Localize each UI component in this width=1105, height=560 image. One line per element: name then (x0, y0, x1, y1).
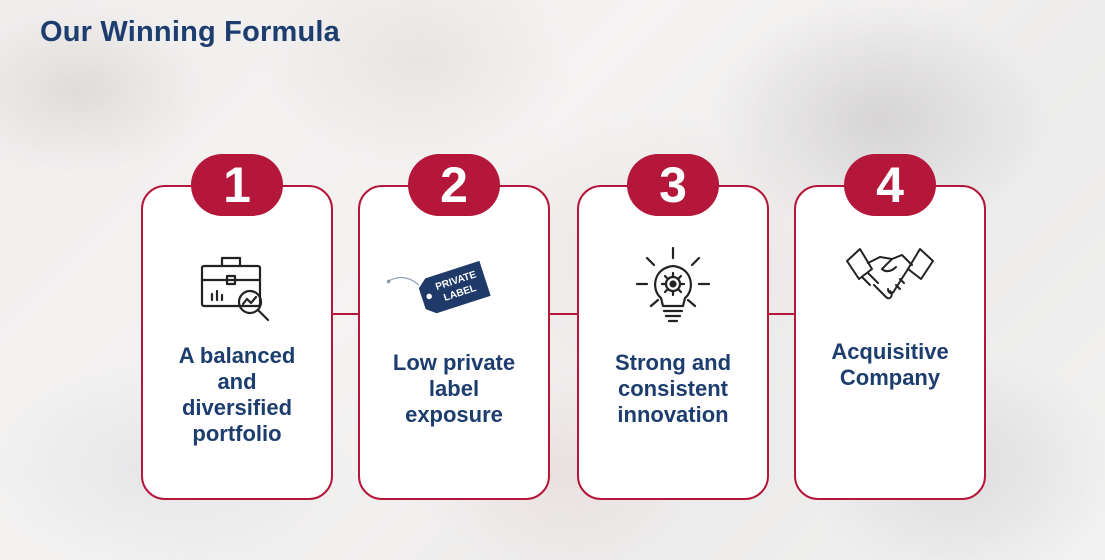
connector-line (175, 313, 935, 315)
private-label-tag-icon: PRIVATE LABEL (384, 245, 494, 327)
step-number-badge: 3 (627, 154, 719, 216)
card-label-line: Company (839, 365, 941, 390)
card-label-line: portfolio (192, 421, 282, 446)
card-label-line: innovation (617, 402, 729, 427)
card-label-line: Acquisitive (831, 339, 949, 364)
card-label-line: consistent (617, 376, 729, 401)
formula-card-1: 1 A balanced and diversified portfolio (141, 154, 333, 500)
card-label-line: and (217, 369, 257, 394)
card-label-line: exposure (405, 402, 503, 427)
card-label-line: diversified (181, 395, 293, 420)
card-label-line: label (428, 376, 480, 401)
card-label: Low private label exposure (366, 350, 542, 428)
card-label-line: Low private (392, 350, 516, 375)
card-label-line: A balanced (178, 343, 296, 368)
briefcase-analytics-icon (182, 245, 292, 327)
formula-card-4: 4 Acquisitive Company (794, 154, 986, 500)
lightbulb-gear-icon (618, 245, 728, 327)
card-label: Acquisitive Company (802, 339, 978, 391)
step-number-badge: 4 (844, 154, 936, 216)
card-label: Strong and consistent innovation (585, 350, 761, 428)
step-number-badge: 2 (408, 154, 500, 216)
step-number-badge: 1 (191, 154, 283, 216)
formula-card-3: 3 Strong and consistent innovation (577, 154, 769, 500)
page-title: Our Winning Formula (40, 16, 340, 48)
card-label: A balanced and diversified portfolio (149, 343, 325, 447)
formula-card-2: 2 PRIVATE LABEL Low private label exposu… (358, 154, 550, 500)
card-label-line: Strong and (614, 350, 732, 375)
handshake-icon (835, 237, 945, 319)
